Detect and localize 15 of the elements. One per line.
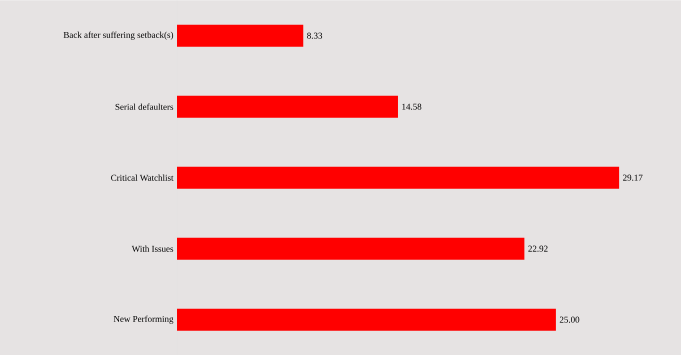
y-tick-label: Critical Watchlist [111, 174, 174, 181]
bar [177, 24, 304, 47]
data-label: 22.92 [528, 245, 548, 252]
y-tick-label: New Performing [114, 315, 174, 324]
bar [177, 238, 524, 260]
bar [177, 96, 398, 118]
data-label: 25.00 [560, 316, 580, 323]
bar [177, 308, 556, 331]
data-label: 29.17 [623, 174, 643, 181]
data-label: 8.33 [307, 32, 322, 39]
data-label: 14.58 [402, 103, 422, 110]
y-tick-label: Back after suffering setback(s) [64, 31, 174, 40]
y-tick-label: Serial defaulters [116, 103, 174, 110]
bar [177, 166, 620, 189]
y-tick-label: With Issues [132, 245, 174, 252]
